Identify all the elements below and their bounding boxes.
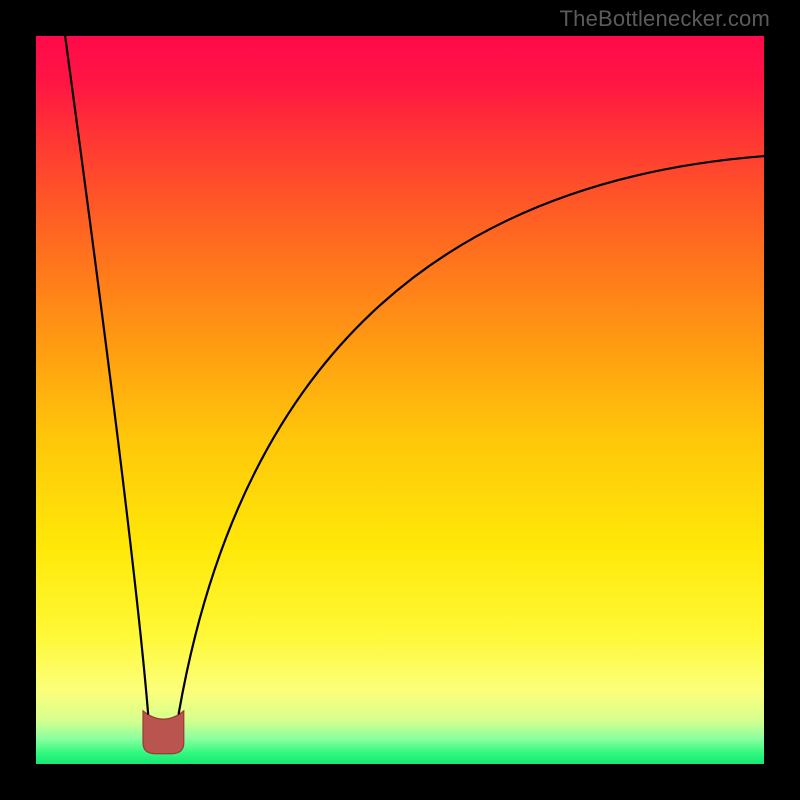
dip-marker (143, 711, 184, 754)
bottleneck-curve (65, 36, 764, 714)
plot-area (36, 36, 764, 764)
curve-overlay (36, 36, 764, 764)
watermark-text: TheBottlenecker.com (560, 6, 770, 32)
chart-root: TheBottlenecker.com (0, 0, 800, 800)
